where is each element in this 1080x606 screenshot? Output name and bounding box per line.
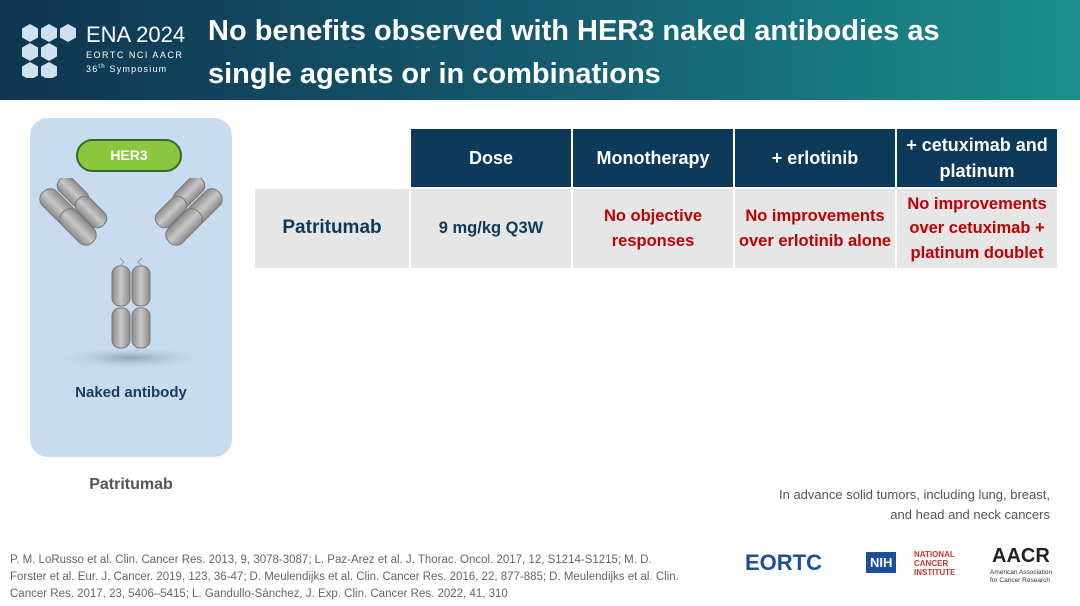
column-header: Monotherapy: [573, 129, 733, 187]
antibody-panel: HER3 Naked antibod: [30, 118, 232, 457]
result-cell: No improvements over erlotinib alone: [735, 189, 895, 268]
logo-symposium: 36th Symposium: [86, 64, 167, 74]
logo-subtitle: EORTC NCI AACR: [86, 50, 184, 60]
nci-logo: NATIONAL CANCER INSTITUTE: [914, 550, 956, 577]
corner-cell: [255, 129, 409, 187]
logo-hexagons: [22, 24, 76, 78]
figure-caption: Patritumab: [89, 476, 173, 493]
target-pill: HER3: [76, 139, 182, 172]
result-cell: No objective responses: [573, 189, 733, 268]
reference: L. Gandullo-Sánchez, J. Exp. Clin. Cance…: [192, 588, 508, 600]
antibody-icon: [39, 178, 223, 370]
aacr-name: American Association for Cancer Research: [990, 569, 1053, 584]
symposium-word: Symposium: [109, 64, 168, 74]
footnote: In advance solid tumors, including lung,…: [779, 487, 1050, 522]
column-header: + erlotinib: [735, 129, 895, 187]
result-cell: No improvements over cetuximab + platinu…: [897, 189, 1057, 268]
column-header: Dose: [411, 129, 571, 187]
reference: D. Meulendijks et al. Clin. Cancer Res. …: [249, 571, 547, 583]
results-table: Dose Monotherapy + erlotinib + cetuximab…: [253, 127, 1059, 270]
column-header: + cetuximab and platinum: [897, 129, 1057, 187]
dose-cell: 9 mg/kg Q3W: [411, 189, 571, 268]
data-row: Patritumab 9 mg/kg Q3W No objective resp…: [255, 189, 1057, 268]
references: P. M. LoRusso et al. Clin. Cancer Res. 2…: [10, 552, 690, 603]
eortc-logo: EORTC: [745, 550, 822, 575]
header-row: Dose Monotherapy + erlotinib + cetuximab…: [255, 129, 1057, 187]
nih-logo: NIH: [866, 552, 897, 573]
logo-title: ENA 2024: [86, 22, 186, 47]
drug-cell: Patritumab: [255, 189, 409, 268]
symposium-number: 36: [86, 64, 99, 74]
symposium-suffix: th: [98, 64, 106, 70]
slide-title: No benefits observed with HER3 naked ant…: [208, 15, 940, 90]
reference: M. D. Forster et al. Eur. J. Cancer. 201…: [10, 554, 652, 583]
header: ENA 2024 EORTC NCI AACR 36th Symposium N…: [0, 0, 1080, 100]
reference: D. Meulendijks et al. Clin. Cancer Res. …: [10, 571, 679, 600]
antibody-label: Naked antibody: [75, 384, 187, 401]
aacr-logo: AACR: [992, 545, 1050, 567]
reference: L. Paz-Arez et al. J. Thorac. Oncol. 201…: [314, 554, 622, 566]
reference: P. M. LoRusso et al. Clin. Cancer Res. 2…: [10, 554, 312, 566]
